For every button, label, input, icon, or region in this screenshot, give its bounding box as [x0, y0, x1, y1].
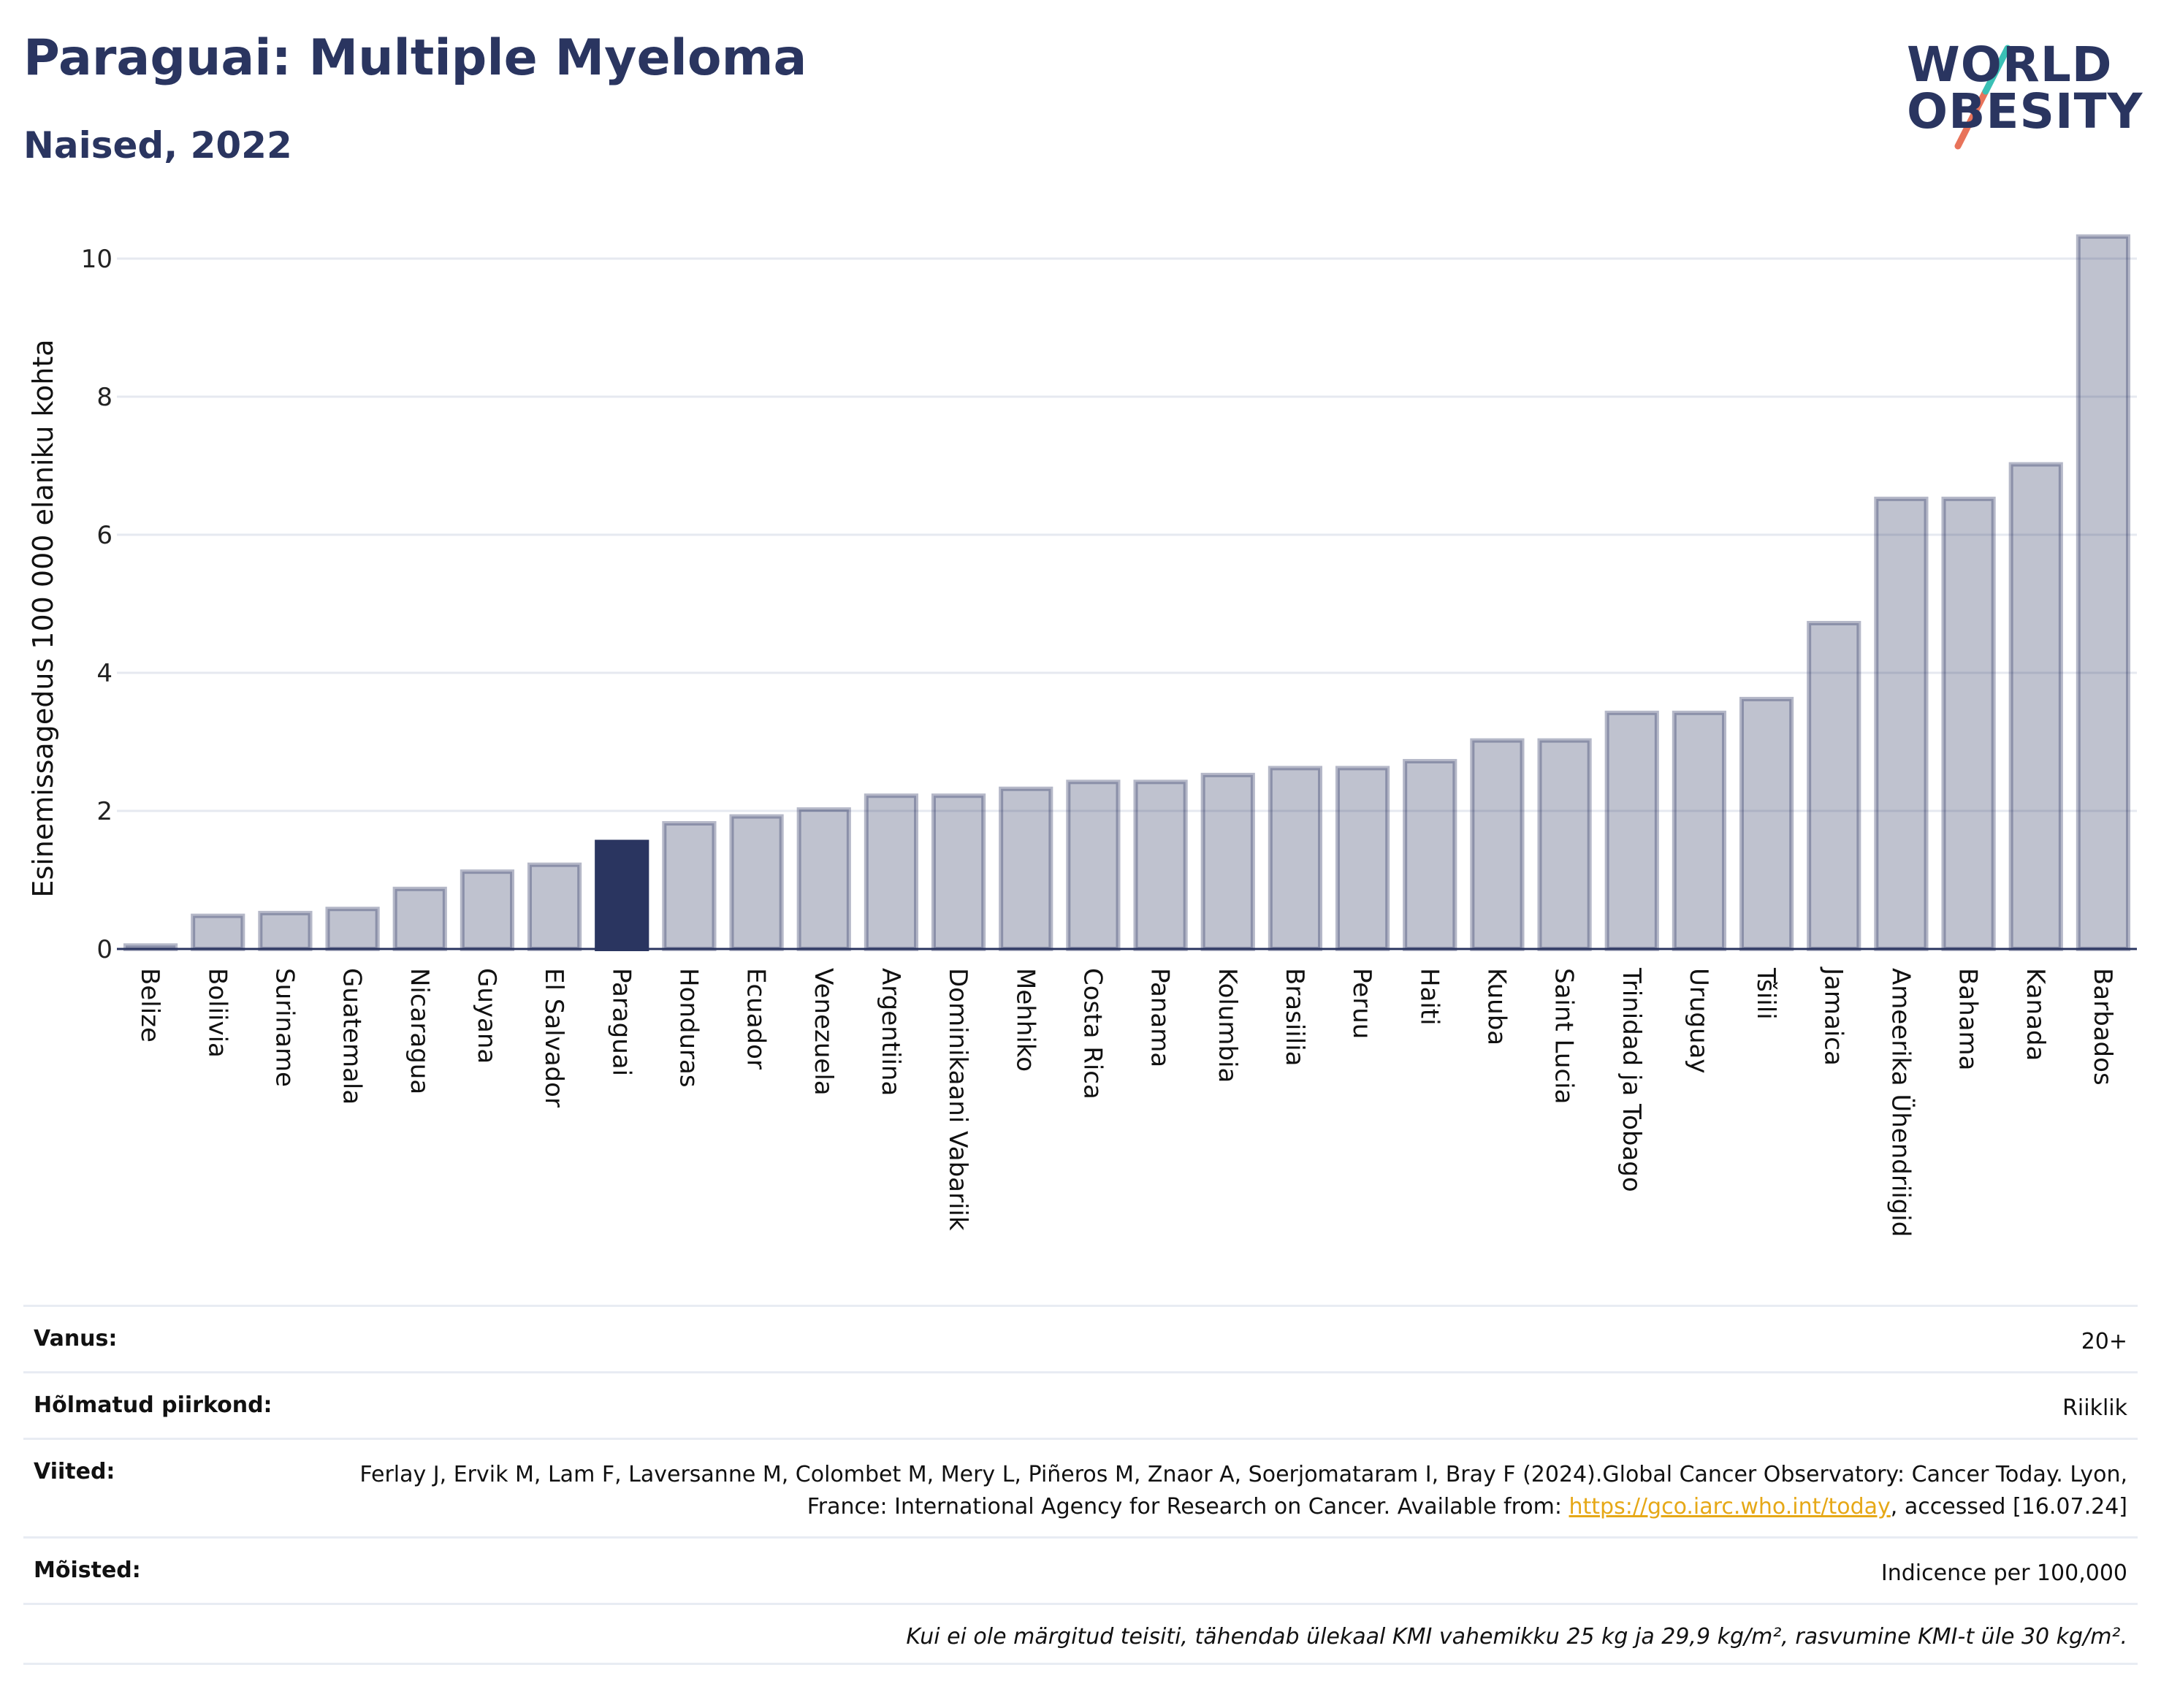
x-tick-label: Ameerika Ühendriigid [1886, 968, 1916, 1237]
bar-costa-rica [1066, 779, 1121, 952]
meta-row-note: Kui ei ole märgitud teisiti, tähendab ül… [23, 1603, 2138, 1665]
y-tick-label: 8 [96, 383, 113, 412]
y-tick-label: 4 [96, 659, 113, 688]
bar-barbados [2076, 234, 2131, 951]
meta-row-definitions: Mõisted: Indicence per 100,000 [23, 1536, 2138, 1603]
meta-row-age: Vanus: 20+ [23, 1305, 2138, 1371]
x-tick-label: Haiti [1414, 968, 1444, 1026]
meta-label-references: Viited: [34, 1459, 115, 1484]
bar-el-salvador [527, 862, 582, 951]
x-tick-label: Brasiilia [1280, 968, 1309, 1066]
logo-slash-icon [1954, 45, 2011, 150]
world-obesity-logo: WORLD OBESITY [1907, 37, 2143, 153]
bar-saint-lucia [1537, 738, 1592, 951]
x-tick-label: Paraguai [606, 968, 636, 1076]
x-tick-label: Belize [135, 968, 164, 1042]
x-tick-label: Kolumbia [1213, 968, 1242, 1083]
x-tick-label: Jamaica [1818, 967, 1848, 1066]
x-tick-label: Honduras [674, 968, 703, 1088]
logo-text-world: WORLD [1907, 37, 2113, 93]
y-tick-label: 6 [96, 521, 113, 550]
bar-honduras [662, 821, 717, 952]
x-tick-label: Costa Rica [1078, 968, 1107, 1099]
meta-row-references: Viited: Ferlay J, Ervik M, Lam F, Lavers… [23, 1438, 2138, 1536]
y-tick-label: 2 [96, 797, 113, 826]
chart-title: Paraguai: Multiple Myeloma [23, 29, 807, 87]
x-tick-label: Barbados [2088, 968, 2117, 1086]
bar-jamaica [1807, 620, 1861, 952]
meta-value-region: Riiklik [2062, 1395, 2127, 1421]
x-tick-label: Tšiili [1751, 967, 1780, 1020]
bar-dominikaani-vabariik [931, 793, 986, 951]
x-tick-label: Suriname [270, 968, 299, 1087]
bar-nicaragua [392, 886, 447, 952]
bar-kuuba [1470, 738, 1525, 951]
bar-haiti [1403, 758, 1457, 951]
meta-value-age: 20+ [2081, 1329, 2127, 1354]
x-tick-label: Nicaragua [405, 968, 434, 1094]
meta-label-definitions: Mõisted: [34, 1558, 141, 1583]
x-tick-label: Kuuba [1482, 968, 1511, 1045]
x-tick-label: Kanada [2021, 968, 2050, 1061]
y-tick-label: 0 [96, 935, 113, 964]
meta-label-age: Vanus: [34, 1326, 118, 1351]
x-tick-label: Bahama [1954, 968, 1983, 1071]
bar-trinidad-ja-tobago [1604, 710, 1659, 951]
x-tick-label: Guatemala [338, 968, 367, 1105]
chart-subtitle: Naised, 2022 [23, 124, 292, 167]
bar-brasiilia [1268, 766, 1323, 952]
bar-peruu [1335, 766, 1390, 952]
bar-ecuador [729, 814, 784, 952]
x-tick-label: Peruu [1347, 968, 1376, 1039]
bar-chart: 0 2 4 6 8 10 Esinemissagedus 100 000 elaniku k… [27, 234, 2137, 1237]
y-tick-label: 10 [81, 245, 113, 274]
metadata-table: Vanus: 20+ Hõlmatud piirkond: Riiklik Vi… [23, 1305, 2138, 1665]
x-tick-label: Venezuela [809, 968, 838, 1096]
bar-argentiina [864, 793, 919, 951]
bar-mehhiko [999, 786, 1053, 952]
x-tick-label: Guyana [472, 968, 501, 1064]
x-tick-label: Saint Lucia [1550, 968, 1579, 1104]
bar-uruguay [1672, 710, 1727, 951]
x-tick-label: Panama [1146, 968, 1175, 1067]
bar-paraguai [595, 839, 649, 952]
x-tick-label: El Salvador [539, 968, 568, 1107]
bar-ameerika-ühendriigid [1874, 496, 1929, 951]
bar-bahama [1941, 496, 1996, 951]
bar-guyana [460, 869, 515, 952]
footnote: Kui ei ole märgitud teisiti, tähendab ül… [906, 1624, 2127, 1650]
reference-text: Ferlay J, Ervik M, Lam F, Laversanne M, … [359, 1462, 2127, 1520]
bar-guatemala [325, 907, 380, 951]
bar-kolumbia [1200, 772, 1255, 951]
x-tick-label: Boliivia [202, 968, 232, 1058]
bar-boliivia [191, 913, 245, 952]
x-tick-label: Trinidad ja Tobago [1617, 967, 1646, 1192]
y-axis-label: Esinemissagedus 100 000 elaniku kohta [27, 339, 59, 897]
x-tick-label: Argentiina [876, 968, 905, 1096]
x-tick-label: Mehhiko [1010, 968, 1040, 1072]
logo-text-obesity: OBESITY [1907, 83, 2143, 140]
x-tick-label: Dominikaani Vabariik [943, 968, 972, 1231]
meta-row-region: Hõlmatud piirkond: Riiklik [23, 1371, 2138, 1438]
reference-accessed: , accessed [16.07.24] [1890, 1494, 2127, 1520]
bar-panama [1133, 779, 1188, 952]
reference-link[interactable]: https://gco.iarc.who.int/today [1569, 1494, 1891, 1520]
bar-venezuela [796, 807, 851, 951]
meta-label-region: Hõlmatud piirkond: [34, 1392, 272, 1418]
x-tick-label: Uruguay [1684, 968, 1713, 1074]
bar-tšiili [1739, 696, 1794, 951]
x-tick-label: Ecuador [742, 968, 771, 1070]
bar-suriname [258, 910, 313, 951]
bar-kanada [2008, 462, 2063, 951]
meta-value-definitions: Indicence per 100,000 [1880, 1560, 2127, 1586]
meta-value-references: Ferlay J, Ervik M, Lam F, Laversanne M, … [301, 1459, 2127, 1523]
